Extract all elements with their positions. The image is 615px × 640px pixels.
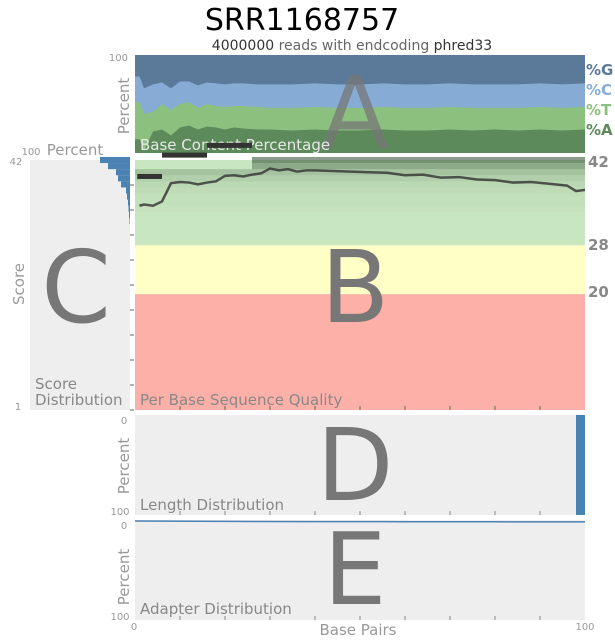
panel-b-gridlines xyxy=(179,406,541,410)
report-subtitle: 4000000 reads with endcoding phred33 xyxy=(212,38,492,54)
panel-c-title-line2: Distribution xyxy=(35,391,123,409)
legend-g: %G xyxy=(586,61,613,79)
subtitle-text: reads with endcoding xyxy=(274,38,434,54)
heat-row-35 xyxy=(135,200,585,206)
panel-d-background xyxy=(135,415,585,515)
panel-b-sequence-quality: B Per Base Sequence Quality 42 28 20 xyxy=(135,142,609,410)
legend-c: %C xyxy=(586,81,612,99)
panel-e-background xyxy=(135,520,585,620)
subtitle-encoding: phred33 xyxy=(434,38,493,54)
panel-d-gridlines xyxy=(179,511,541,515)
score-bar-32 xyxy=(129,217,130,225)
zone-label-42: 42 xyxy=(588,153,609,171)
score-bar-36 xyxy=(127,193,130,200)
heat-row-34 xyxy=(135,206,585,212)
panel-c-score-distribution: C Score Distribution Percent 100 42 1 Sc… xyxy=(10,141,134,413)
length-bar xyxy=(576,415,585,515)
score-bar-33 xyxy=(129,211,130,218)
panel-e-ytick-0: 0 xyxy=(121,521,127,532)
panel-d-ylabel: Percent xyxy=(115,438,133,495)
legend-t: %T xyxy=(586,101,612,119)
zone-label-28: 28 xyxy=(588,236,609,254)
heat-row-38 xyxy=(135,181,585,188)
panel-e-gridlines xyxy=(179,616,541,620)
score-bar-35 xyxy=(128,199,130,206)
panel-c-top-label: Percent xyxy=(47,141,104,159)
score-bar-42 xyxy=(100,156,130,164)
score-bar-40 xyxy=(116,169,130,176)
heat-row-42 xyxy=(252,156,585,164)
score-bar-38 xyxy=(121,181,130,188)
x-tick-0: 0 xyxy=(131,622,137,633)
zone-good xyxy=(135,160,585,246)
panel-d-ytick-100: 100 xyxy=(110,507,129,518)
panel-c-top-tick: 100 xyxy=(21,147,40,158)
score-bar-37 xyxy=(126,187,130,194)
panel-c-background xyxy=(30,160,130,410)
panel-c-ylabel: Score xyxy=(10,263,28,305)
panel-e-ylabel: Percent xyxy=(115,549,133,606)
percentile-bars xyxy=(137,142,252,179)
score-bar-34 xyxy=(128,205,130,212)
zone-fail xyxy=(135,294,585,410)
panel-a-letter: A xyxy=(321,55,389,172)
panel-e-adapter-distribution: E Adapter Distribution 0 100 Percent Bas… xyxy=(110,511,594,639)
score-bar-39 xyxy=(118,175,130,182)
panel-a-ytick-100: 100 xyxy=(109,53,128,64)
heat-row-36 xyxy=(135,193,585,200)
panel-d-ytick-0: 0 xyxy=(121,416,127,427)
panel-e-title: Adapter Distribution xyxy=(140,600,292,618)
panel-d-title: Length Distribution xyxy=(140,496,284,514)
panel-a-ylabel: Percent xyxy=(115,78,133,135)
percentile-bar-1 xyxy=(162,152,207,158)
percentile-bar-2 xyxy=(207,142,252,148)
panel-c-letter: C xyxy=(41,229,111,346)
panel-e-ytick-100: 100 xyxy=(110,612,129,623)
panel-b-title: Per Base Sequence Quality xyxy=(140,391,342,409)
score-bar-41 xyxy=(108,163,130,170)
subtitle-read-count: 4000000 xyxy=(212,38,274,54)
panel-c-ytick-1: 1 xyxy=(15,402,21,413)
x-axis-label: Base Pairs xyxy=(319,621,396,639)
panel-b-letter: B xyxy=(321,229,390,346)
panel-c-title-line1: Score xyxy=(35,375,77,393)
panel-c-ticks xyxy=(130,184,134,411)
panel-c-bars xyxy=(100,156,130,225)
x-tick-100: 100 xyxy=(575,622,594,633)
median-quality-line xyxy=(139,167,586,208)
percentile-bar-0 xyxy=(137,173,162,179)
report-title: SRR1168757 xyxy=(205,3,399,38)
zone-warn xyxy=(135,245,585,295)
legend-a: %A xyxy=(586,121,613,139)
heat-row-39 xyxy=(135,175,585,182)
panel-c-ytick-42: 42 xyxy=(10,157,23,168)
adapter-line xyxy=(134,520,586,523)
panel-d-letter: D xyxy=(316,407,393,524)
heat-row-41 xyxy=(252,163,585,170)
zone-label-20: 20 xyxy=(588,283,609,301)
panel-d-length-distribution: D Length Distribution 0 100 Percent xyxy=(110,407,585,524)
heat-row-37 xyxy=(135,187,585,194)
panel-e-letter: E xyxy=(323,511,386,628)
